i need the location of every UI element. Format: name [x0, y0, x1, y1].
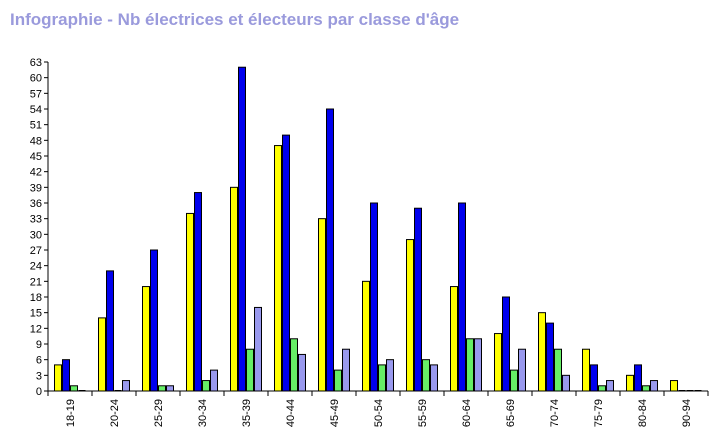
bar	[194, 192, 202, 392]
x-tick-label: 40-44	[285, 399, 297, 427]
bar	[186, 212, 194, 392]
bar	[494, 333, 502, 392]
bar	[230, 186, 238, 392]
bar	[626, 374, 634, 392]
y-tick-label: 15	[30, 308, 42, 320]
y-tick-label: 39	[30, 182, 42, 194]
y-tick-label: 27	[30, 245, 42, 257]
bar	[202, 380, 210, 392]
bar	[106, 270, 114, 392]
bar	[326, 108, 334, 392]
y-tick-label: 12	[30, 323, 42, 335]
bar	[318, 218, 326, 392]
bar	[518, 348, 526, 392]
chart-bars	[54, 66, 702, 392]
bar	[414, 207, 422, 392]
bar	[386, 359, 394, 392]
y-tick-label: 51	[30, 120, 42, 132]
x-tick-label: 45-49	[329, 399, 341, 427]
y-tick-label: 36	[30, 198, 42, 210]
bar	[562, 374, 570, 392]
bar	[450, 286, 458, 392]
chart-title: Infographie - Nb électrices et électeurs…	[10, 10, 460, 29]
bar	[370, 202, 378, 392]
bar	[598, 385, 606, 392]
bar	[342, 348, 350, 392]
x-tick-label: 70-74	[549, 399, 561, 427]
bar	[378, 364, 386, 392]
bar	[62, 359, 70, 392]
bar	[282, 134, 290, 392]
bar	[274, 145, 282, 392]
y-tick-label: 24	[30, 261, 42, 273]
bar	[142, 286, 150, 392]
y-tick-label: 57	[30, 88, 42, 100]
x-tick-label: 60-64	[461, 399, 473, 427]
y-tick-label: 9	[36, 339, 42, 351]
x-tick-label: 65-69	[505, 399, 517, 427]
bar	[406, 239, 414, 392]
x-axis-ticks: 18-19 20-24 25-29 30-34 35-39 40-44 45-49 50-54…	[47, 391, 709, 427]
bar	[98, 317, 106, 392]
bar	[210, 369, 218, 392]
bar	[546, 322, 554, 392]
bar	[650, 380, 658, 392]
y-tick-label: 18	[30, 292, 42, 304]
bar	[362, 280, 370, 392]
bar	[254, 306, 262, 392]
bar	[538, 312, 546, 392]
bar	[158, 385, 166, 392]
bar	[466, 338, 474, 392]
x-tick-label: 90-94	[681, 399, 693, 427]
y-tick-label: 33	[30, 214, 42, 226]
y-tick-label: 21	[30, 276, 42, 288]
x-tick-label: 75-79	[593, 399, 605, 427]
bar	[54, 364, 62, 392]
bar	[458, 202, 466, 392]
bar	[474, 338, 482, 392]
y-tick-label: 42	[30, 167, 42, 179]
bar	[150, 249, 158, 392]
bar	[554, 348, 562, 392]
bar	[430, 364, 438, 392]
y-tick-label: 6	[36, 355, 42, 367]
bar	[122, 380, 130, 392]
y-tick-label: 54	[30, 104, 42, 116]
x-tick-label: 30-34	[197, 399, 209, 427]
bar	[246, 348, 254, 392]
bar	[70, 385, 78, 392]
bar	[290, 338, 298, 392]
y-tick-label: 63	[30, 57, 42, 69]
y-tick-label: 60	[30, 73, 42, 85]
bar	[238, 66, 246, 392]
bar	[634, 364, 642, 392]
x-tick-label: 80-84	[637, 399, 649, 427]
y-tick-label: 48	[30, 135, 42, 147]
x-tick-label: 50-54	[373, 399, 385, 427]
bar	[582, 348, 590, 392]
bar	[298, 353, 306, 392]
bar	[606, 380, 614, 392]
bar	[590, 364, 598, 392]
y-tick-label: 3	[36, 370, 42, 382]
bar	[502, 296, 510, 392]
bar	[334, 369, 342, 392]
y-tick-label: 30	[30, 229, 42, 241]
bar	[422, 359, 430, 392]
x-tick-label: 35-39	[241, 399, 253, 427]
x-tick-label: 18-19	[65, 399, 77, 427]
x-tick-label: 25-29	[153, 399, 165, 427]
y-tick-label: 0	[36, 386, 42, 398]
y-tick-label: 45	[30, 151, 42, 163]
x-tick-label: 20-24	[109, 399, 121, 427]
x-tick-label: 55-59	[417, 399, 429, 427]
bar	[670, 380, 678, 392]
bar	[642, 385, 650, 392]
bar	[510, 369, 518, 392]
bar	[166, 385, 174, 392]
